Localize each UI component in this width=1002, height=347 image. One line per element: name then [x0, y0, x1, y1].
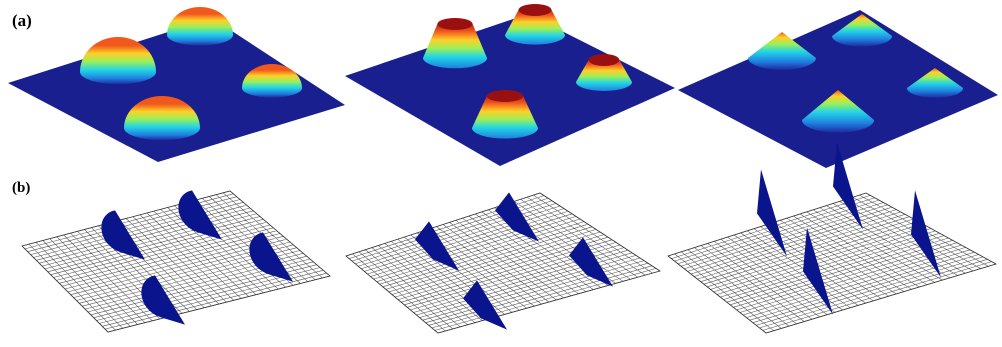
surface-plate [678, 10, 998, 168]
mesh-border [21, 190, 331, 333]
triangle-section [803, 227, 833, 315]
trapezoid-section [463, 280, 507, 330]
truncated-cone-bump [472, 93, 538, 139]
mesh-border [345, 192, 661, 334]
semicircle-section [101, 210, 145, 260]
truncated-cone-bump [505, 7, 565, 45]
bump-cap [518, 4, 552, 16]
semicircle-section [178, 190, 222, 240]
triangle-section [911, 190, 941, 278]
trapezoid-section [415, 221, 459, 271]
bump-cap [588, 54, 620, 66]
surface-plot-1 [8, 7, 345, 162]
cone-bump [748, 32, 816, 70]
mesh-plot-1 [21, 190, 331, 333]
surface-plate [8, 18, 345, 162]
panel-label-b: (b) [12, 180, 30, 196]
hemisphere-bump [242, 64, 302, 98]
hemisphere-bump [167, 7, 233, 46]
triangle-section [833, 142, 863, 230]
cone-bump [907, 68, 963, 98]
panel-label-a: (a) [12, 11, 32, 30]
trapezoid-section [495, 192, 539, 242]
hemisphere-bump [124, 96, 200, 141]
mesh-plot-3 [667, 142, 998, 334]
triangle-section [757, 169, 787, 257]
trapezoid-section [569, 237, 613, 287]
truncated-cone-bump [423, 21, 487, 69]
row-a-surface-plots [8, 4, 998, 168]
mesh-border [667, 192, 998, 334]
semicircle-section [249, 232, 293, 282]
hemisphere-bump [80, 37, 156, 85]
cone-bump [802, 90, 874, 133]
mesh-plot-2 [345, 192, 661, 334]
truncated-cone-bump [576, 57, 632, 91]
semicircle-section [141, 275, 185, 325]
bump-cap [486, 90, 524, 102]
row-b-mesh-plots [21, 142, 998, 334]
bump-cap [437, 18, 473, 30]
cone-bump [832, 14, 892, 47]
surface-plot-3 [678, 10, 998, 168]
surface-plot-2 [345, 4, 675, 166]
